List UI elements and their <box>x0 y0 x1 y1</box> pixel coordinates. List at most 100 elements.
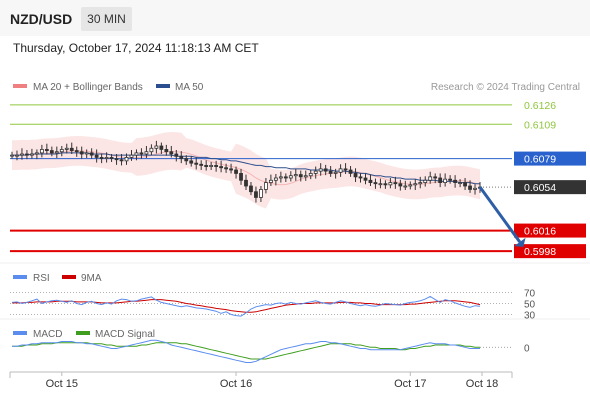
candle-body <box>149 147 154 153</box>
candle-body <box>438 177 443 183</box>
level-label-last: 0.6054 <box>524 182 556 194</box>
candle-body <box>448 178 453 181</box>
candle-body <box>30 153 34 156</box>
candle-body <box>353 173 358 178</box>
legend-swatch-macd-signal <box>76 331 90 335</box>
main-price-panel: 0.6126 0.6109 0.6079 0.6054 0.6016 0.5998 <box>10 100 586 259</box>
candle-body <box>378 183 383 186</box>
candle-body <box>468 185 472 190</box>
candle-body <box>224 167 228 170</box>
candle-body <box>39 149 44 154</box>
candle-body <box>273 177 278 181</box>
forecast-arrow-head <box>514 237 526 247</box>
candle-body <box>398 183 403 187</box>
legend-label-macd: MACD <box>33 329 62 340</box>
timeframe-button[interactable]: 30 MIN <box>81 7 132 31</box>
candle-body <box>124 157 129 162</box>
candle-body <box>10 154 14 157</box>
ma20-line <box>12 150 481 186</box>
candle-body <box>64 147 69 150</box>
level-label-resistance: 0.6126 <box>524 100 556 112</box>
candle-body <box>134 152 139 156</box>
candle-body <box>199 163 204 166</box>
candle-body <box>164 149 169 153</box>
candle-body <box>264 182 268 190</box>
candle-body <box>249 185 253 193</box>
candle-body <box>89 152 94 156</box>
candle-body <box>69 147 74 151</box>
candle-body <box>288 175 293 179</box>
candle-body <box>338 168 343 173</box>
candle-body <box>333 171 338 174</box>
candle-body <box>214 165 219 167</box>
candle-body <box>323 168 328 172</box>
candle-body <box>388 182 393 186</box>
candle-body <box>463 182 467 187</box>
candle-body <box>34 152 39 155</box>
candle-body <box>94 154 99 158</box>
candle-body <box>179 155 184 159</box>
candle-body <box>268 179 273 183</box>
candle-body <box>443 178 448 183</box>
candle-body <box>74 150 79 153</box>
x-tick-label: Oct 17 <box>394 378 426 390</box>
candle-body <box>423 179 428 183</box>
candle-body <box>59 149 64 153</box>
candle-body <box>298 174 303 178</box>
candle-body <box>433 176 438 179</box>
level-label-pivot: 0.6079 <box>524 154 556 166</box>
candle-body <box>413 183 418 186</box>
candle-body <box>15 154 19 157</box>
x-tick-label: Oct 16 <box>220 378 252 390</box>
candle-body <box>328 170 333 174</box>
candle-body <box>20 153 24 156</box>
candle-body <box>308 173 313 177</box>
candle-body <box>84 152 89 155</box>
candle-body <box>358 176 363 179</box>
legend-swatch-macd <box>13 331 27 335</box>
bollinger-band <box>12 132 480 209</box>
x-tick-label: Oct 15 <box>46 378 78 390</box>
forecast-arrow <box>478 186 522 243</box>
candle-body <box>278 176 283 179</box>
candle-body <box>144 151 149 155</box>
legend-swatch-ma50 <box>156 84 170 88</box>
rsi-line <box>11 295 481 317</box>
level-tag-support <box>514 244 586 259</box>
candle-body <box>184 158 189 162</box>
candle-body <box>244 179 248 187</box>
legend-swatch-ma20 <box>13 84 27 88</box>
candle-body <box>348 169 353 174</box>
candle-body <box>408 184 413 187</box>
legend-label-macd-signal: MACD Signal <box>95 329 155 340</box>
level-tag-last <box>514 180 586 195</box>
candle-body <box>303 175 308 178</box>
candle-body <box>99 157 104 159</box>
candle-body <box>139 152 144 155</box>
rsi-legend: RSI 9MA <box>13 273 102 284</box>
candle-body <box>403 185 408 188</box>
candle-body <box>194 162 199 165</box>
candle-body <box>154 145 159 149</box>
candle-body <box>343 168 348 171</box>
candle-body <box>363 177 368 181</box>
candle-body <box>473 187 477 190</box>
candle-body <box>129 154 134 158</box>
candle-body <box>209 165 214 167</box>
candle-body <box>25 153 29 156</box>
candle-body <box>283 176 288 179</box>
time-axis: Oct 15 Oct 16 Oct 17 Oct 18 <box>9 371 513 390</box>
level-label-support: 0.5998 <box>524 246 556 258</box>
candle-body <box>219 166 224 169</box>
macd-line <box>12 339 480 363</box>
candle-body <box>458 182 462 184</box>
candle-body <box>254 191 258 198</box>
currency-pair-title: NZD/USD <box>10 11 73 27</box>
candle-body <box>44 149 49 151</box>
candle-body <box>109 157 114 159</box>
level-label-support: 0.6016 <box>524 226 556 238</box>
candle-body <box>119 159 124 162</box>
candle-body <box>49 150 54 154</box>
legend-label-ma50: MA 50 <box>175 82 204 93</box>
